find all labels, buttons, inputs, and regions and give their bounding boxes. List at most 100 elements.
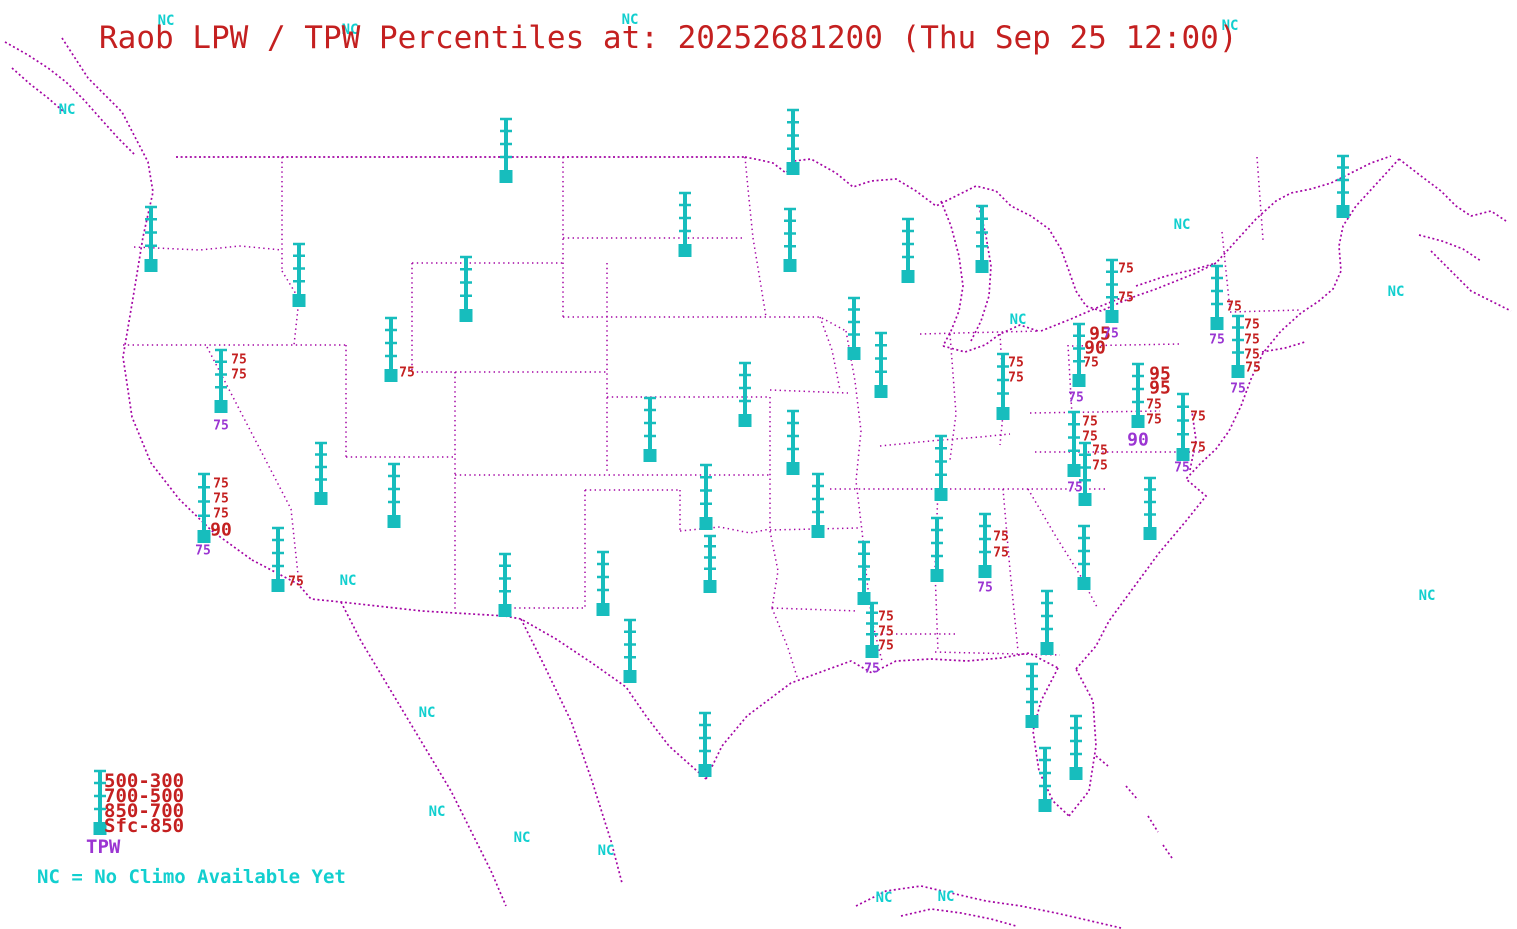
percentile-label: 75 [1244, 318, 1260, 333]
nc-label: NC [419, 705, 436, 721]
percentile-label: 75 [1008, 371, 1024, 386]
station-marker: 75 [271, 526, 304, 592]
florida-west-coast [1032, 667, 1070, 817]
station-marker [874, 331, 888, 398]
great-lakes-north-border [744, 155, 1392, 312]
state-line [1029, 410, 1161, 414]
state-line [769, 389, 849, 394]
tpw-square [786, 462, 800, 475]
michigan-mitten [942, 324, 1039, 353]
tpw-square [271, 579, 285, 592]
tpw-square [387, 515, 401, 528]
tpw-square [698, 764, 712, 777]
percentile-label: 75 [231, 368, 247, 383]
station-marker [1038, 746, 1052, 812]
tpw-square [459, 309, 473, 322]
nc-label: NC [1419, 588, 1436, 604]
percentile-label: 90 [1127, 430, 1149, 451]
tpw-square [930, 569, 944, 582]
state-line [1002, 488, 1019, 652]
percentile-label: 75 [1245, 361, 1261, 376]
lake-michigan-east [970, 205, 992, 342]
station-marker [1069, 714, 1083, 780]
tpw-square [699, 517, 713, 530]
tpw-square [1067, 464, 1081, 477]
tpw-square [214, 400, 228, 413]
station-marker [1040, 589, 1054, 655]
tpw-square [678, 244, 692, 257]
cuba-north [855, 885, 1122, 929]
lake-erie [1040, 295, 1127, 332]
station-marker [786, 108, 800, 175]
tpw-square [314, 492, 328, 505]
mexico-border [251, 559, 707, 780]
nc-label: NC [429, 804, 446, 820]
percentile-label: 75 [1209, 333, 1225, 348]
station-marker [738, 361, 752, 427]
state-line [771, 607, 799, 681]
tpw-square [738, 414, 752, 427]
tpw-square [783, 259, 797, 272]
station-marker [499, 117, 513, 183]
percentile-label: 75 [288, 575, 304, 590]
nc-label: NC [59, 102, 76, 118]
station-marker [934, 434, 948, 501]
station-marker [811, 472, 825, 538]
percentile-label: 95 [1089, 324, 1111, 345]
state-line [206, 346, 300, 585]
percentile-label: 75 [1146, 413, 1162, 428]
mexico-interior-1 [340, 601, 507, 907]
percentile-label: 75 [1118, 262, 1134, 277]
bc-coast [4, 41, 136, 156]
legend-layer-label-500-300: 500-300 [104, 770, 185, 792]
tpw-square [847, 347, 861, 360]
percentile-label: 75 [1226, 300, 1242, 315]
percentile-label: 75 [213, 477, 229, 492]
tpw-square [1025, 715, 1039, 728]
percentile-label: 75 [195, 544, 211, 559]
tpw-square [1072, 374, 1086, 387]
bahamas-3 [1147, 815, 1159, 833]
state-line [1221, 231, 1231, 311]
tpw-square [1038, 799, 1052, 812]
tpw-square [623, 670, 637, 683]
station-marker [699, 463, 713, 530]
percentile-label: 75 [1190, 410, 1206, 425]
mexico-interior-2 [520, 618, 623, 884]
maritimes-coast-2 [1430, 250, 1512, 312]
percentile-label: 75 [213, 419, 229, 434]
percentile-label: 95 [1149, 364, 1171, 385]
gulf-coast [705, 652, 1059, 780]
station-marker [930, 516, 944, 582]
percentile-label: 75 [1082, 415, 1098, 430]
tpw-square [996, 407, 1010, 420]
station-marker [1025, 662, 1039, 728]
percentile-label: 75 [1083, 356, 1099, 371]
percentile-label: 75 [1092, 459, 1108, 474]
tpw-square [934, 488, 948, 501]
tpw-square [1231, 365, 1245, 378]
nc-note: NC = No Climo Available Yet [37, 866, 346, 888]
percentile-label: 90 [1084, 338, 1106, 359]
state-line [752, 237, 767, 318]
tpw-square [901, 270, 915, 283]
tpw-square [596, 603, 610, 616]
tpw-square [1131, 415, 1145, 428]
state-line [1071, 343, 1181, 347]
state-line [133, 245, 283, 251]
tpw-square [144, 259, 158, 272]
state-line [1027, 488, 1098, 608]
nc-label: NC [1174, 217, 1191, 233]
tpw-square [197, 530, 211, 543]
percentile-label: 75 [878, 639, 894, 654]
long-island [1261, 341, 1306, 353]
tpw-square [865, 645, 879, 658]
page-title: Raob LPW / TPW Percentiles at: 202526812… [99, 20, 1238, 56]
tpw-square [384, 369, 398, 382]
nc-label: NC [876, 890, 893, 906]
